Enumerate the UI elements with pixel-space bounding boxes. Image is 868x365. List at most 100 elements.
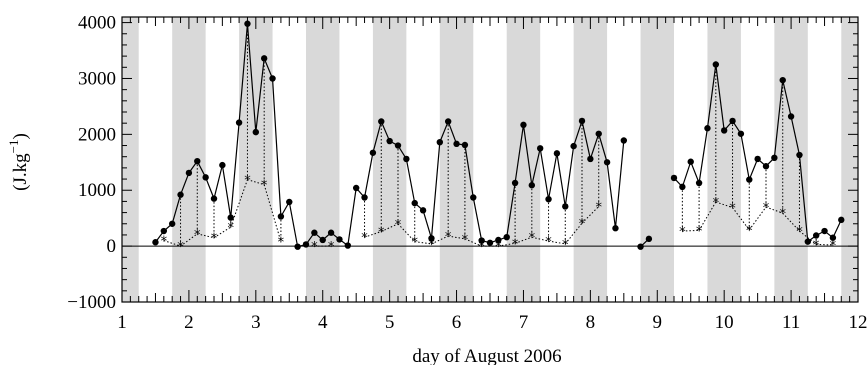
data-point-0-0 xyxy=(152,239,159,246)
x-tick-label-6: 7 xyxy=(519,312,529,333)
data-point-0-14 xyxy=(269,75,276,82)
data-point-2-18 xyxy=(821,227,828,235)
data-point-0-29 xyxy=(394,142,402,149)
dotted-segment-23 xyxy=(581,206,600,224)
data-point-2-2 xyxy=(687,158,694,165)
data-point-1-1 xyxy=(645,235,653,243)
y-tick-label-0: −1000 xyxy=(67,292,116,313)
night-band-11 xyxy=(841,17,858,302)
dotted-segment-28 xyxy=(732,207,750,231)
data-point-0-7 xyxy=(210,195,218,202)
asterisk-point-16: * xyxy=(462,233,469,248)
asterisk-point-9: * xyxy=(328,240,335,255)
data-point-0-30 xyxy=(403,155,410,163)
night-band-8 xyxy=(640,17,674,302)
data-point-2-0 xyxy=(670,174,678,182)
data-point-0-53 xyxy=(595,130,602,137)
data-point-0-42 xyxy=(503,233,510,241)
dotted-segment-27 xyxy=(715,201,733,209)
dotted-segment-0 xyxy=(163,240,181,247)
data-point-2-8 xyxy=(737,130,745,137)
data-point-2-14 xyxy=(787,113,795,120)
data-point-0-8 xyxy=(219,161,226,169)
dotted-segment-12 xyxy=(397,223,416,242)
dotted-segment-6 xyxy=(263,184,282,242)
y-tick-label-4: 3000 xyxy=(78,68,116,89)
x-tick-label-10: 11 xyxy=(782,312,800,333)
dotted-segment-18 xyxy=(498,242,516,247)
asterisk-point-25: * xyxy=(679,225,686,240)
asterisk-point-17: * xyxy=(478,240,485,255)
data-point-0-46 xyxy=(536,145,544,152)
asterisk-point-26: * xyxy=(696,224,703,239)
y-tick-label-1: 0 xyxy=(107,236,117,257)
plot-frame xyxy=(121,16,859,303)
data-point-0-21 xyxy=(327,229,335,236)
asterisk-point-5: * xyxy=(244,174,251,189)
asterisk-point-27: * xyxy=(713,196,720,211)
dotted-segment-16 xyxy=(464,238,482,247)
asterisk-point-14: * xyxy=(428,238,435,253)
asterisk-point-8: * xyxy=(311,240,318,255)
data-point-2-7 xyxy=(729,117,736,125)
x-tick-label-11: 12 xyxy=(849,312,868,333)
x-tick-label-0: 1 xyxy=(117,312,127,333)
y-axis-label-suffix: ) xyxy=(10,133,31,139)
data-point-2-9 xyxy=(746,176,753,183)
dotted-segment-31 xyxy=(782,212,800,232)
data-point-2-17 xyxy=(812,232,820,239)
data-point-0-52 xyxy=(587,155,594,163)
data-point-0-27 xyxy=(378,118,385,125)
asterisk-point-15: * xyxy=(445,230,452,245)
asterisk-point-28: * xyxy=(729,202,736,217)
data-point-2-1 xyxy=(679,183,686,191)
asterisk-point-11: * xyxy=(378,226,385,241)
dotted-segment-33 xyxy=(816,243,833,246)
data-point-0-49 xyxy=(562,203,569,210)
data-point-0-28 xyxy=(386,137,393,145)
dotted-segment-25 xyxy=(682,229,700,232)
data-point-2-12 xyxy=(771,154,778,162)
data-point-0-3 xyxy=(177,191,184,198)
data-point-0-16 xyxy=(286,198,293,206)
data-point-0-25 xyxy=(361,194,368,201)
night-band-4 xyxy=(372,17,407,302)
data-point-0-37 xyxy=(461,141,469,149)
asterisk-point-19: * xyxy=(512,237,519,252)
night-bands xyxy=(122,17,858,302)
data-point-0-13 xyxy=(260,55,268,62)
asterisk-point-20: * xyxy=(529,231,536,246)
data-point-0-4 xyxy=(185,169,193,177)
night-band-0 xyxy=(122,17,139,302)
dotted-segment-13 xyxy=(414,241,432,245)
asterisk-point-6: * xyxy=(261,179,268,194)
dotted-segment-22 xyxy=(564,222,583,245)
data-point-0-23 xyxy=(344,242,352,249)
x-tick-label-9: 10 xyxy=(715,312,734,333)
dotted-segment-29 xyxy=(748,206,767,231)
dotted-segment-4 xyxy=(230,179,248,228)
asterisk-point-21: * xyxy=(545,235,552,250)
night-band-5 xyxy=(439,17,474,302)
data-point-0-34 xyxy=(436,138,444,146)
asterisk-point-31: * xyxy=(779,207,786,222)
night-band-6 xyxy=(506,17,541,302)
data-point-0-32 xyxy=(419,207,427,214)
asterisk-point-18: * xyxy=(495,240,502,255)
data-point-0-45 xyxy=(528,182,536,189)
asterisk-point-23: * xyxy=(579,217,586,232)
data-point-0-39 xyxy=(478,237,485,244)
data-point-0-55 xyxy=(612,225,619,232)
data-point-0-47 xyxy=(545,195,552,203)
data-point-2-6 xyxy=(720,127,728,134)
axes-frame xyxy=(121,16,859,303)
x-tick-labels: 1 2 3 4 5 6 7 8 9 10 11 12 xyxy=(117,312,867,333)
asterisk-point-10: * xyxy=(361,231,368,246)
asterisk-point-7: * xyxy=(278,236,285,251)
data-point-0-5 xyxy=(194,157,201,165)
asterisk-point-4: * xyxy=(227,221,234,236)
data-point-0-56 xyxy=(620,137,628,144)
data-point-0-43 xyxy=(511,179,519,187)
data-point-0-10 xyxy=(235,119,243,126)
